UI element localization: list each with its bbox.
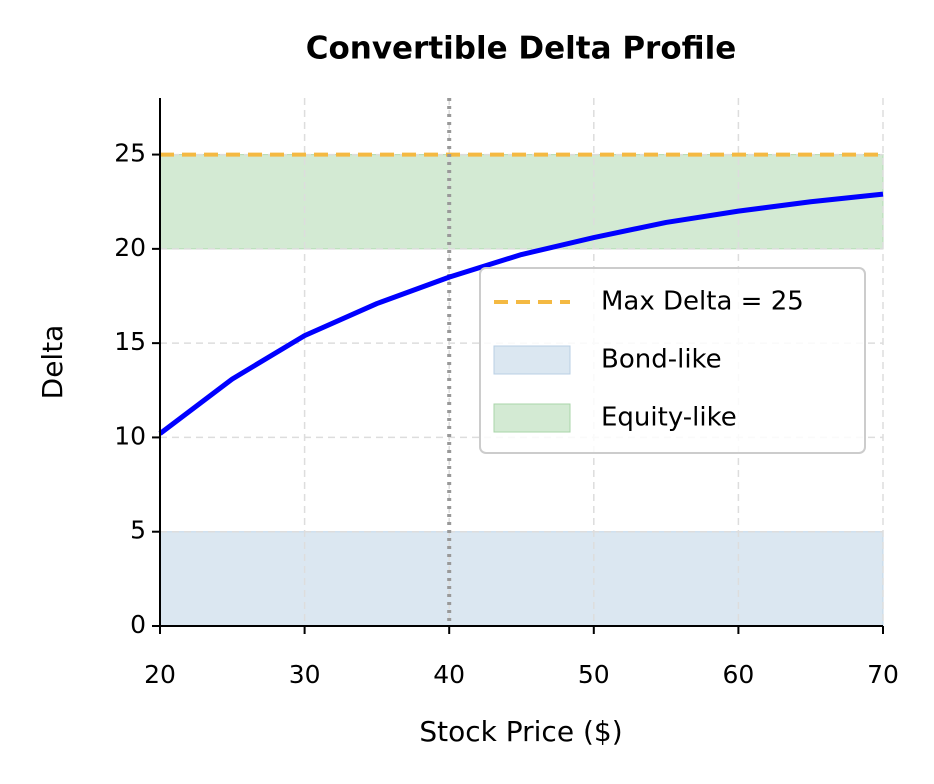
x-tick-label: 60 [722, 660, 754, 689]
y-tick-label: 15 [114, 327, 146, 356]
delta-curve [158, 191, 884, 436]
y-tick-label: 10 [114, 421, 146, 450]
y-axis-label: Delta [36, 325, 69, 400]
legend-label: Bond-like [601, 345, 722, 375]
y-tick-label: 0 [130, 610, 146, 639]
x-tick-label: 40 [433, 660, 465, 689]
band [159, 531, 884, 627]
legend-box [479, 267, 866, 454]
chart-title: Convertible Delta Profile [306, 31, 737, 67]
x-axis-label: Stock Price ($) [419, 715, 622, 748]
legend-label: Equity-like [601, 403, 737, 433]
x-tick-label: 20 [144, 660, 176, 689]
y-tick-label: 20 [114, 233, 146, 262]
y-tick-label: 5 [130, 516, 146, 545]
x-tick-label: 70 [867, 660, 899, 689]
y-tick-label: 25 [114, 139, 146, 168]
legend: Max Delta = 25 Bond-like Equity-like [479, 267, 866, 454]
x-tick-label: 30 [289, 660, 321, 689]
legend-swatch [493, 345, 571, 375]
legend-label: Max Delta = 25 [601, 287, 804, 317]
x-tick-label: 50 [578, 660, 610, 689]
legend-swatch [493, 403, 571, 433]
band [159, 154, 884, 250]
